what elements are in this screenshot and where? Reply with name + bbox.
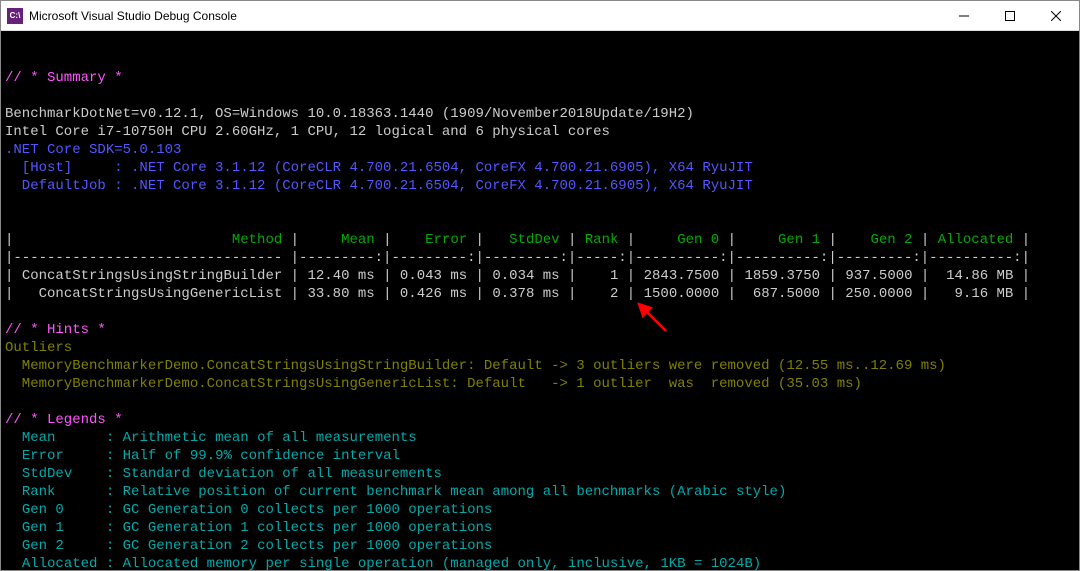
blank-line: [5, 304, 13, 320]
legend-row: Gen 1 : GC Generation 1 collects per 100…: [5, 520, 492, 536]
legend-row: Mean : Arithmetic mean of all measuremen…: [5, 430, 417, 446]
legend-term: StdDev: [22, 466, 98, 482]
cell-mean: 12.40 ms: [307, 268, 374, 284]
window-controls: [941, 1, 1079, 30]
env-line-1: BenchmarkDotNet=v0.12.1, OS=Windows 10.0…: [5, 106, 694, 122]
legend-desc: GC Generation 0 collects per 1000 operat…: [114, 502, 492, 518]
blank-line: [5, 214, 13, 230]
close-icon: [1051, 11, 1061, 21]
legends-header: // * Legends *: [5, 412, 123, 428]
legend-desc: GC Generation 1 collects per 1000 operat…: [114, 520, 492, 536]
legend-row: Error : Half of 99.9% confidence interva…: [5, 448, 400, 464]
col-alloc: Allocated: [938, 232, 1014, 248]
legend-desc: Allocated memory per single operation (m…: [114, 556, 761, 570]
minimize-button[interactable]: [941, 1, 987, 30]
col-gen0: Gen 0: [677, 232, 719, 248]
blank-line: [5, 196, 13, 212]
legend-term: Rank: [22, 484, 98, 500]
legend-row: Allocated : Allocated memory per single …: [5, 556, 761, 570]
close-button[interactable]: [1033, 1, 1079, 30]
hints-subheader: Outliers: [5, 340, 72, 356]
cell-rank: 2: [610, 286, 618, 302]
table-row: | ConcatStringsUsingGenericList | 33.80 …: [5, 286, 1030, 302]
legend-desc: Half of 99.9% confidence interval: [114, 448, 400, 464]
table-separator: |-------------------------------- |-----…: [5, 250, 1030, 266]
blank-line: [5, 52, 13, 68]
cell-error: 0.426 ms: [400, 286, 467, 302]
summary-header: // * Summary *: [5, 70, 123, 86]
legend-desc: GC Generation 2 collects per 1000 operat…: [114, 538, 492, 554]
legend-term: Gen 2: [22, 538, 98, 554]
table-row: | ConcatStringsUsingStringBuilder | 12.4…: [5, 268, 1030, 284]
col-gen2: Gen 2: [870, 232, 912, 248]
titlebar[interactable]: C:\ Microsoft Visual Studio Debug Consol…: [1, 1, 1079, 31]
cell-error: 0.043 ms: [400, 268, 467, 284]
console-window: C:\ Microsoft Visual Studio Debug Consol…: [0, 0, 1080, 571]
blank-line: [5, 88, 13, 104]
legend-desc: Standard deviation of all measurements: [114, 466, 442, 482]
cell-alloc: 9.16 MB: [955, 286, 1014, 302]
cell-gen1: 1859.3750: [744, 268, 820, 284]
env-line-2: Intel Core i7-10750H CPU 2.60GHz, 1 CPU,…: [5, 124, 610, 140]
cell-method: ConcatStringsUsingStringBuilder: [22, 268, 282, 284]
legend-term: Error: [22, 448, 98, 464]
legend-row: Rank : Relative position of current benc…: [5, 484, 786, 500]
cell-gen2: 937.5000: [845, 268, 912, 284]
hints-header: // * Hints *: [5, 322, 106, 338]
env-line-5: DefaultJob : .NET Core 3.1.12 (CoreCLR 4…: [5, 178, 753, 194]
minimize-icon: [959, 11, 969, 21]
cell-gen2: 250.0000: [845, 286, 912, 302]
hint-line-1: MemoryBenchmarkerDemo.ConcatStringsUsing…: [5, 358, 946, 374]
col-gen1: Gen 1: [778, 232, 820, 248]
legend-desc: Relative position of current benchmark m…: [114, 484, 786, 500]
cell-rank: 1: [610, 268, 618, 284]
col-stddev: StdDev: [509, 232, 559, 248]
col-rank: Rank: [585, 232, 619, 248]
legend-term: Allocated: [22, 556, 98, 570]
legend-term: Gen 1: [22, 520, 98, 536]
col-method: Method: [232, 232, 282, 248]
console-output[interactable]: // * Summary * BenchmarkDotNet=v0.12.1, …: [1, 31, 1079, 570]
blank-line: [5, 394, 13, 410]
cell-gen0: 1500.0000: [644, 286, 720, 302]
maximize-button[interactable]: [987, 1, 1033, 30]
app-icon: C:\: [7, 8, 23, 24]
cell-gen0: 2843.7500: [644, 268, 720, 284]
hint-line-2: MemoryBenchmarkerDemo.ConcatStringsUsing…: [5, 376, 862, 392]
col-error: Error: [425, 232, 467, 248]
env-line-3: .NET Core SDK=5.0.103: [5, 142, 181, 158]
cell-gen1: 687.5000: [753, 286, 820, 302]
window-title: Microsoft Visual Studio Debug Console: [29, 9, 941, 23]
cell-alloc: 14.86 MB: [946, 268, 1013, 284]
cell-method: ConcatStringsUsingGenericList: [39, 286, 283, 302]
annotation-arrow-icon: [633, 298, 668, 333]
cell-stddev: 0.034 ms: [492, 268, 559, 284]
cell-stddev: 0.378 ms: [492, 286, 559, 302]
legend-term: Mean: [22, 430, 98, 446]
legend-row: StdDev : Standard deviation of all measu…: [5, 466, 442, 482]
cell-mean: 33.80 ms: [307, 286, 374, 302]
col-mean: Mean: [341, 232, 375, 248]
table-header-row: | Method | Mean | Error | StdDev | Rank …: [5, 232, 1030, 248]
legend-row: Gen 2 : GC Generation 2 collects per 100…: [5, 538, 492, 554]
legend-desc: Arithmetic mean of all measurements: [114, 430, 416, 446]
env-line-4: [Host] : .NET Core 3.1.12 (CoreCLR 4.700…: [5, 160, 753, 176]
maximize-icon: [1005, 11, 1015, 21]
legend-row: Gen 0 : GC Generation 0 collects per 100…: [5, 502, 492, 518]
legend-term: Gen 0: [22, 502, 98, 518]
